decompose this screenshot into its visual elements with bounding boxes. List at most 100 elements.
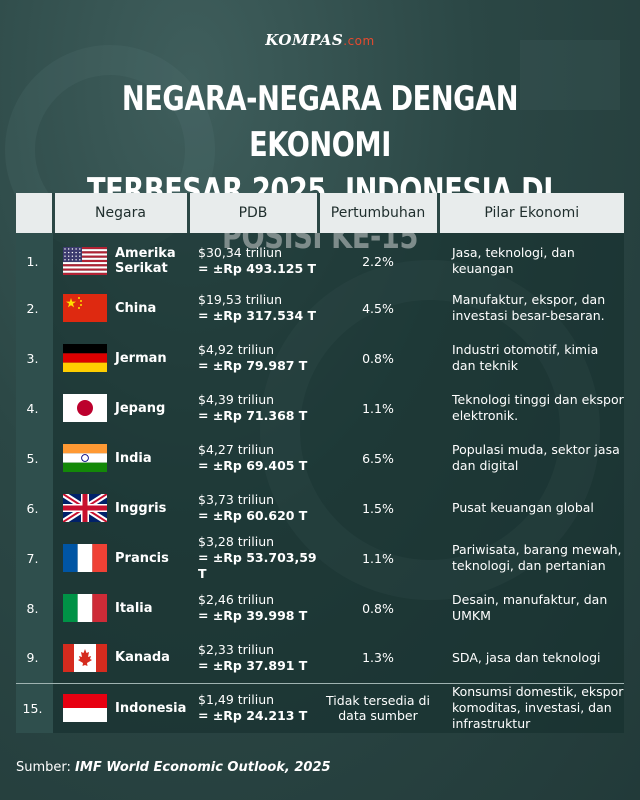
us-flag-icon [63, 247, 107, 275]
header-growth: Pertumbuhan [316, 193, 438, 233]
logo-suffix: .com [343, 34, 375, 48]
growth-cell: 0.8% [318, 583, 438, 633]
country-cell: Jepang [53, 383, 188, 433]
logo-main: KOMPAS [265, 31, 344, 49]
indonesia-flag-icon [63, 694, 107, 723]
country-wrap: Inggris [63, 494, 188, 522]
country-wrap: Jerman [63, 344, 188, 372]
growth-cell: Tidak tersedia di data sumber [318, 682, 438, 733]
kompas-logo: KOMPAS.com [0, 31, 640, 49]
country-wrap: Kanada [63, 643, 188, 672]
pdb-idr: = ±Rp 71.368 T [198, 408, 308, 423]
pdb-usd: $4,39 triliun [198, 392, 275, 407]
country-wrap: India [63, 444, 188, 472]
country-name: Kanada [115, 650, 170, 666]
table-row: 9. Kanada $2,33 triliun = ±Rp 37.891 T 1.3% S… [16, 633, 624, 683]
rank-cell: 9. [16, 633, 53, 683]
rank-cell: 5. [16, 433, 53, 483]
pdb-idr: = ±Rp 493.125 T [198, 261, 317, 276]
growth-cell: 1.3% [318, 633, 438, 683]
country-cell: Indonesia [53, 682, 188, 733]
rank-cell: 6. [16, 483, 53, 533]
canada-flag-icon [63, 643, 107, 672]
pdb-cell: $4,92 triliun = ±Rp 79.987 T [188, 333, 318, 383]
rank-cell: 15. [16, 682, 53, 733]
pdb-idr: = ±Rp 39.998 T [198, 608, 308, 623]
pdb-idr: = ±Rp 69.405 T [198, 458, 308, 473]
france-flag-icon [63, 544, 107, 572]
pillar-cell: Pariwisata, barang mewah, teknologi, dan… [438, 533, 624, 583]
pdb-idr: = ±Rp 60.620 T [198, 508, 308, 523]
pdb-cell: $2,46 triliun = ±Rp 39.998 T [188, 583, 318, 633]
pdb-usd: $4,27 triliun [198, 442, 275, 457]
table-row: 8. Italia $2,46 triliun = ±Rp 39.998 T 0.8% D… [16, 583, 624, 633]
pdb-idr: = ±Rp 53.703,59 T [198, 550, 317, 581]
country-cell: Inggris [53, 483, 188, 533]
growth-cell: 1.1% [318, 383, 438, 433]
growth-cell: 2.2% [318, 233, 438, 283]
country-cell: Amerika Serikat [53, 233, 188, 283]
pillar-cell: Konsumsi domestik, ekspor komoditas, inv… [438, 682, 624, 733]
pdb-cell: $19,53 triliun = ±Rp 317.534 T [188, 283, 318, 333]
italy-flag-icon [63, 594, 107, 622]
growth-cell: 1.5% [318, 483, 438, 533]
pdb-usd: $19,53 triliun [198, 292, 283, 307]
germany-flag-icon [63, 344, 107, 372]
source-label: Sumber: [16, 760, 71, 775]
table-row: 2. China $19,53 triliun = ±Rp 317.534 T 4.5%… [16, 283, 624, 333]
japan-flag-icon [63, 394, 107, 422]
pillar-cell: Pusat keuangan global [438, 483, 624, 533]
growth-cell: 1.1% [318, 533, 438, 583]
country-wrap: Jepang [63, 394, 188, 422]
china-flag-icon [63, 294, 107, 322]
rank-cell: 3. [16, 333, 53, 383]
pdb-idr: = ±Rp 317.534 T [198, 308, 317, 323]
table-row: 6. Inggris $3,73 triliun = ±Rp 60.620 T 1.5%… [16, 483, 624, 533]
country-name: Jepang [115, 400, 166, 416]
header-no [16, 193, 53, 233]
table-row: 3. Jerman $4,92 triliun = ±Rp 79.987 T 0.8% I… [16, 333, 624, 383]
country-name: Indonesia [115, 700, 187, 716]
growth-cell: 4.5% [318, 283, 438, 333]
economy-table: Negara PDB Pertumbuhan Pilar Ekonomi 1. A… [16, 193, 624, 733]
rank-cell: 1. [16, 233, 53, 283]
uk-flag-icon [63, 494, 107, 522]
rank-cell: 2. [16, 283, 53, 333]
pdb-cell: $2,33 triliun = ±Rp 37.891 T [188, 633, 318, 683]
table-row: 1. Amerika Serikat $30,34 triliun = ±Rp 493… [16, 233, 624, 283]
source-reference: IMF World Economic Outlook, 2025 [75, 760, 331, 775]
pillar-cell: Teknologi tinggi dan ekspor elektronik. [438, 383, 624, 433]
pillar-cell: Populasi muda, sektor jasa dan digital [438, 433, 624, 483]
table-header-row: Negara PDB Pertumbuhan Pilar Ekonomi [16, 193, 624, 233]
pillar-cell: Desain, manufaktur, dan UMKM [438, 583, 624, 633]
pdb-usd: $30,34 triliun [198, 245, 283, 260]
pillar-cell: SDA, jasa dan teknologi [438, 633, 624, 683]
pillar-cell: Industri otomotif, kimia dan teknik [438, 333, 624, 383]
pdb-usd: $3,28 triliun [198, 534, 275, 549]
pillar-cell: Manufaktur, ekspor, dan investasi besar-… [438, 283, 624, 333]
india-flag-icon [63, 444, 107, 472]
pillar-cell: Jasa, teknologi, dan keuangan [438, 233, 624, 283]
country-cell: China [53, 283, 188, 333]
pdb-cell: $4,27 triliun = ±Rp 69.405 T [188, 433, 318, 483]
country-name: Prancis [115, 550, 169, 566]
pdb-cell: $3,28 triliun = ±Rp 53.703,59 T [188, 533, 318, 583]
pdb-cell: $3,73 triliun = ±Rp 60.620 T [188, 483, 318, 533]
country-cell: Jerman [53, 333, 188, 383]
country-name: Amerika Serikat [115, 246, 176, 276]
country-cell: Kanada [53, 633, 188, 683]
pdb-cell: $4,39 triliun = ±Rp 71.368 T [188, 383, 318, 433]
pdb-usd: $3,73 triliun [198, 492, 275, 507]
country-wrap: Prancis [63, 544, 188, 572]
country-cell: Italia [53, 583, 188, 633]
growth-cell: 0.8% [318, 333, 438, 383]
country-name: Italia [115, 600, 153, 616]
pdb-idr: = ±Rp 37.891 T [198, 657, 308, 673]
growth-cell: 6.5% [318, 433, 438, 483]
title-line-1: NEGARA-NEGARA DENGAN EKONOMI [121, 79, 519, 165]
pdb-idr: = ±Rp 24.213 T [198, 708, 308, 724]
country-cell: India [53, 433, 188, 483]
header-country: Negara [51, 193, 188, 233]
